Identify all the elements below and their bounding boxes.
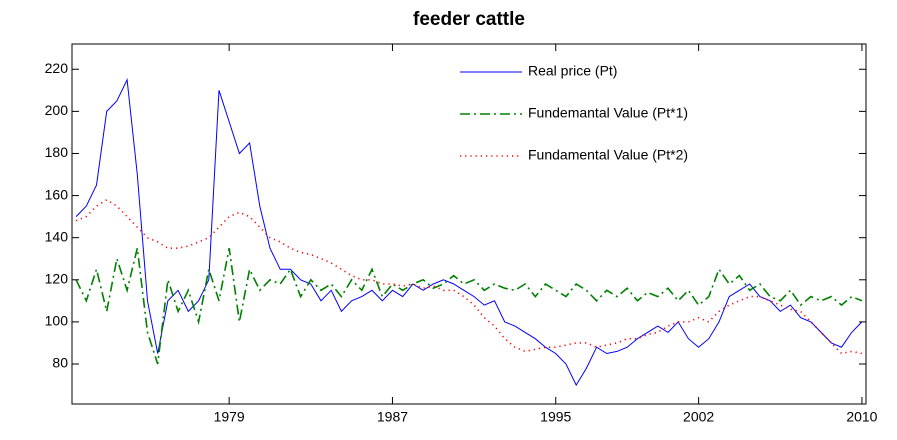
line-series: [75, 248, 863, 365]
plot-area: [75, 78, 863, 387]
y-tick-label: 140: [45, 228, 69, 244]
y-tick-label: 180: [45, 144, 69, 160]
y-tick-label: 120: [45, 270, 69, 286]
legend-label: Fundemantal Value (Pt*1): [528, 105, 688, 121]
x-tick-label: 2002: [683, 409, 714, 425]
x-tick-label: 1987: [377, 409, 408, 425]
plot-frame: [71, 43, 867, 405]
legend-label: Real price (Pt): [528, 63, 617, 79]
y-tick-label: 160: [45, 186, 69, 202]
y-tick-label: 200: [45, 102, 69, 118]
chart-title: feeder cattle: [413, 9, 525, 30]
y-tick-label: 80: [52, 355, 68, 371]
y-tick-label: 220: [45, 60, 69, 76]
line-series: [75, 78, 863, 387]
legend-label: Fundamental Value (Pt*2): [528, 147, 688, 163]
y-tick-label: 100: [45, 313, 69, 329]
x-tick-label: 1979: [214, 409, 245, 425]
line-series: [75, 198, 863, 355]
x-tick-label: 1995: [540, 409, 571, 425]
x-tick-label: 2010: [846, 409, 877, 425]
